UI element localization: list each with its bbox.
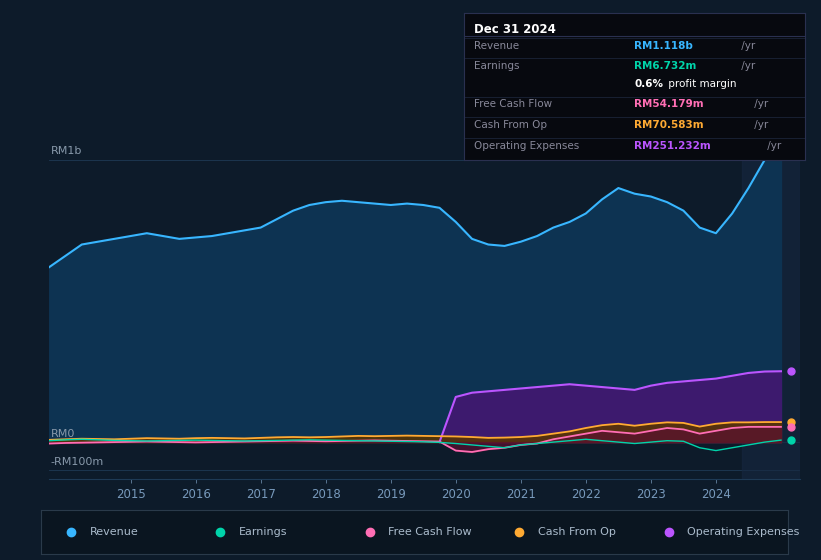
Text: -RM100m: -RM100m <box>51 457 104 467</box>
Text: /yr: /yr <box>764 141 781 151</box>
Text: Earnings: Earnings <box>474 61 520 71</box>
Text: profit margin: profit margin <box>665 79 736 89</box>
Text: Free Cash Flow: Free Cash Flow <box>474 100 553 109</box>
Text: Earnings: Earnings <box>239 527 287 537</box>
Text: RM1b: RM1b <box>51 146 82 156</box>
Text: Dec 31 2024: Dec 31 2024 <box>474 23 556 36</box>
Text: /yr: /yr <box>738 41 755 51</box>
Text: RM54.179m: RM54.179m <box>635 100 704 109</box>
Text: Cash From Op: Cash From Op <box>474 120 547 130</box>
Bar <box>742 132 800 479</box>
Text: RM70.583m: RM70.583m <box>635 120 704 130</box>
Text: /yr: /yr <box>750 100 768 109</box>
Text: Cash From Op: Cash From Op <box>538 527 616 537</box>
Text: Operating Expenses: Operating Expenses <box>474 141 580 151</box>
Text: RM6.732m: RM6.732m <box>635 61 696 71</box>
Text: Revenue: Revenue <box>474 41 519 51</box>
Text: 0.6%: 0.6% <box>635 79 663 89</box>
Text: Free Cash Flow: Free Cash Flow <box>388 527 472 537</box>
Text: /yr: /yr <box>750 120 768 130</box>
Text: /yr: /yr <box>738 61 755 71</box>
Text: RM1.118b: RM1.118b <box>635 41 693 51</box>
Text: Revenue: Revenue <box>89 527 139 537</box>
Text: Operating Expenses: Operating Expenses <box>687 527 800 537</box>
Text: RM0: RM0 <box>51 428 76 438</box>
Text: RM251.232m: RM251.232m <box>635 141 711 151</box>
